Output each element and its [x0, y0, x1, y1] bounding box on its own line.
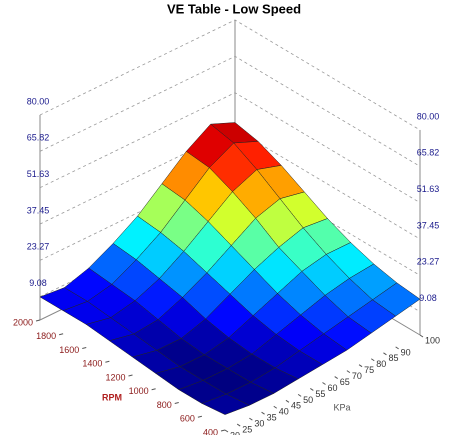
y-tick: [419, 334, 424, 338]
x-tick: [105, 360, 110, 363]
x-tick: [128, 374, 133, 377]
y-tick-label: 25: [242, 424, 252, 434]
x-tick-label: 1400: [82, 359, 102, 369]
z-tick-label: 51.63: [27, 169, 50, 179]
x-tick-label: 600: [180, 414, 195, 424]
y-tick: [310, 388, 314, 391]
z-tick-label: 65.82: [27, 133, 50, 143]
y-tick: [383, 352, 387, 356]
y-tick-label: 50: [303, 395, 313, 405]
surface-cell: [201, 393, 251, 415]
y-tick-label: 80: [376, 359, 386, 369]
y-tick: [224, 429, 229, 433]
x-tick-label: 1600: [59, 345, 79, 355]
chart-title: VE Table - Low Speed: [167, 1, 301, 16]
y-tick: [334, 376, 338, 379]
z-tick-label: 80.00: [417, 111, 440, 121]
y-tick-label: 40: [279, 407, 289, 417]
grid-line: [39, 19, 421, 131]
x-tick: [151, 388, 156, 391]
x-tick-label: 2000: [13, 317, 33, 327]
y-axis-title: KPa: [333, 402, 350, 412]
y-tick-label: 20: [230, 430, 240, 435]
z-tick-label: 80.00: [27, 96, 50, 106]
x-tick: [82, 347, 87, 349]
y-tick-label: 55: [315, 389, 325, 399]
y-tick: [297, 393, 302, 397]
z-tick-label: 23.27: [27, 242, 50, 252]
y-tick: [370, 358, 375, 362]
z-tick-label: 37.45: [27, 205, 50, 215]
x-tick-label: 400: [203, 427, 218, 435]
z-tick-label: 51.63: [417, 184, 440, 194]
y-tick: [322, 382, 326, 385]
grid-line: [39, 55, 421, 167]
z-tick-label: 23.27: [417, 257, 440, 267]
y-tick-label: 85: [388, 353, 398, 363]
y-tick: [273, 405, 278, 409]
z-tick-label: 37.45: [417, 220, 440, 230]
z-tick-label: 65.82: [417, 148, 440, 158]
y-tick-label: 45: [291, 401, 301, 411]
y-tick: [395, 346, 399, 350]
y-tick-label: 70: [352, 371, 362, 381]
y-tick-label: 65: [340, 377, 350, 387]
x-tick-label: 1200: [105, 372, 125, 382]
y-tick-label: 100: [425, 335, 440, 345]
y-tick-label: 75: [364, 365, 374, 375]
y-tick-label: 30: [254, 419, 264, 429]
x-tick: [220, 429, 226, 432]
x-tick: [197, 415, 202, 418]
x-tick-label: 1800: [36, 331, 56, 341]
y-tick: [285, 399, 290, 403]
x-tick: [59, 333, 64, 336]
z-tick-label: 9.08: [29, 278, 47, 288]
x-tick-label: 1000: [129, 386, 149, 396]
y-tick-label: 35: [267, 413, 277, 423]
y-tick: [346, 370, 351, 374]
z-tick-label: 9.08: [419, 293, 437, 303]
x-axis-title: RPM: [102, 392, 122, 402]
y-tick: [358, 364, 363, 368]
grid-line: [39, 92, 421, 204]
y-tick: [236, 423, 241, 427]
y-tick: [261, 411, 265, 415]
y-tick-label: 60: [328, 383, 338, 393]
x-tick: [35, 319, 41, 322]
x-tick-label: 800: [157, 400, 172, 410]
x-tick: [174, 402, 179, 404]
y-tick: [249, 417, 253, 421]
y-tick-label: 90: [401, 347, 411, 357]
